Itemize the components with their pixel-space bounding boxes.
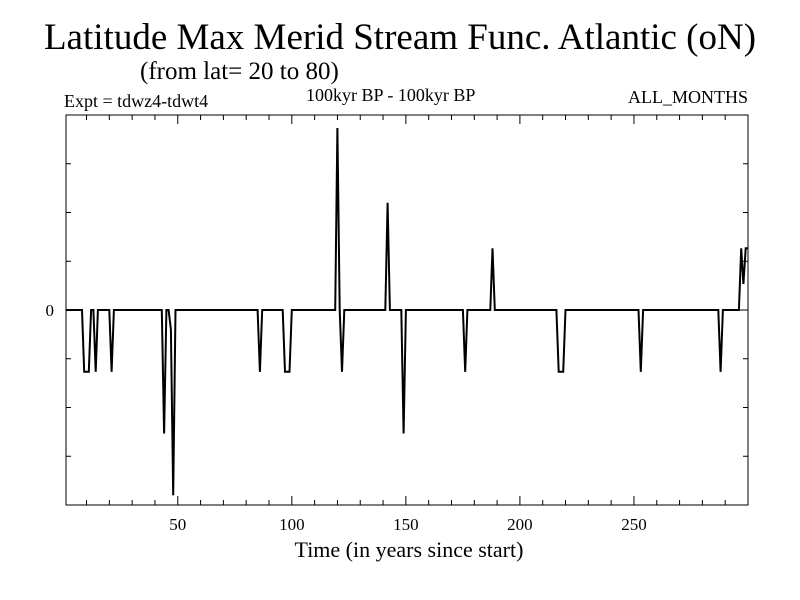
chart-title: Latitude Max Merid Stream Func. Atlantic… (43, 17, 757, 58)
months-label: ALL_MONTHS (628, 87, 748, 107)
chart-subtitle: (from lat= 20 to 80) (140, 58, 339, 85)
x-tick-label: 250 (621, 515, 647, 534)
experiment-label: Expt = tdwz4-tdwt4 (64, 91, 209, 111)
series-line (66, 127, 748, 496)
x-tick-label: 150 (393, 515, 419, 534)
x-axis-label: Time (in years since start) (295, 537, 524, 562)
x-tick-label: 50 (169, 515, 186, 534)
x-tick-label: 100 (279, 515, 305, 534)
y-tick-label: 0 (46, 301, 55, 320)
x-tick-label: 200 (507, 515, 533, 534)
period-label: 100kyr BP - 100kyr BP (306, 85, 476, 105)
